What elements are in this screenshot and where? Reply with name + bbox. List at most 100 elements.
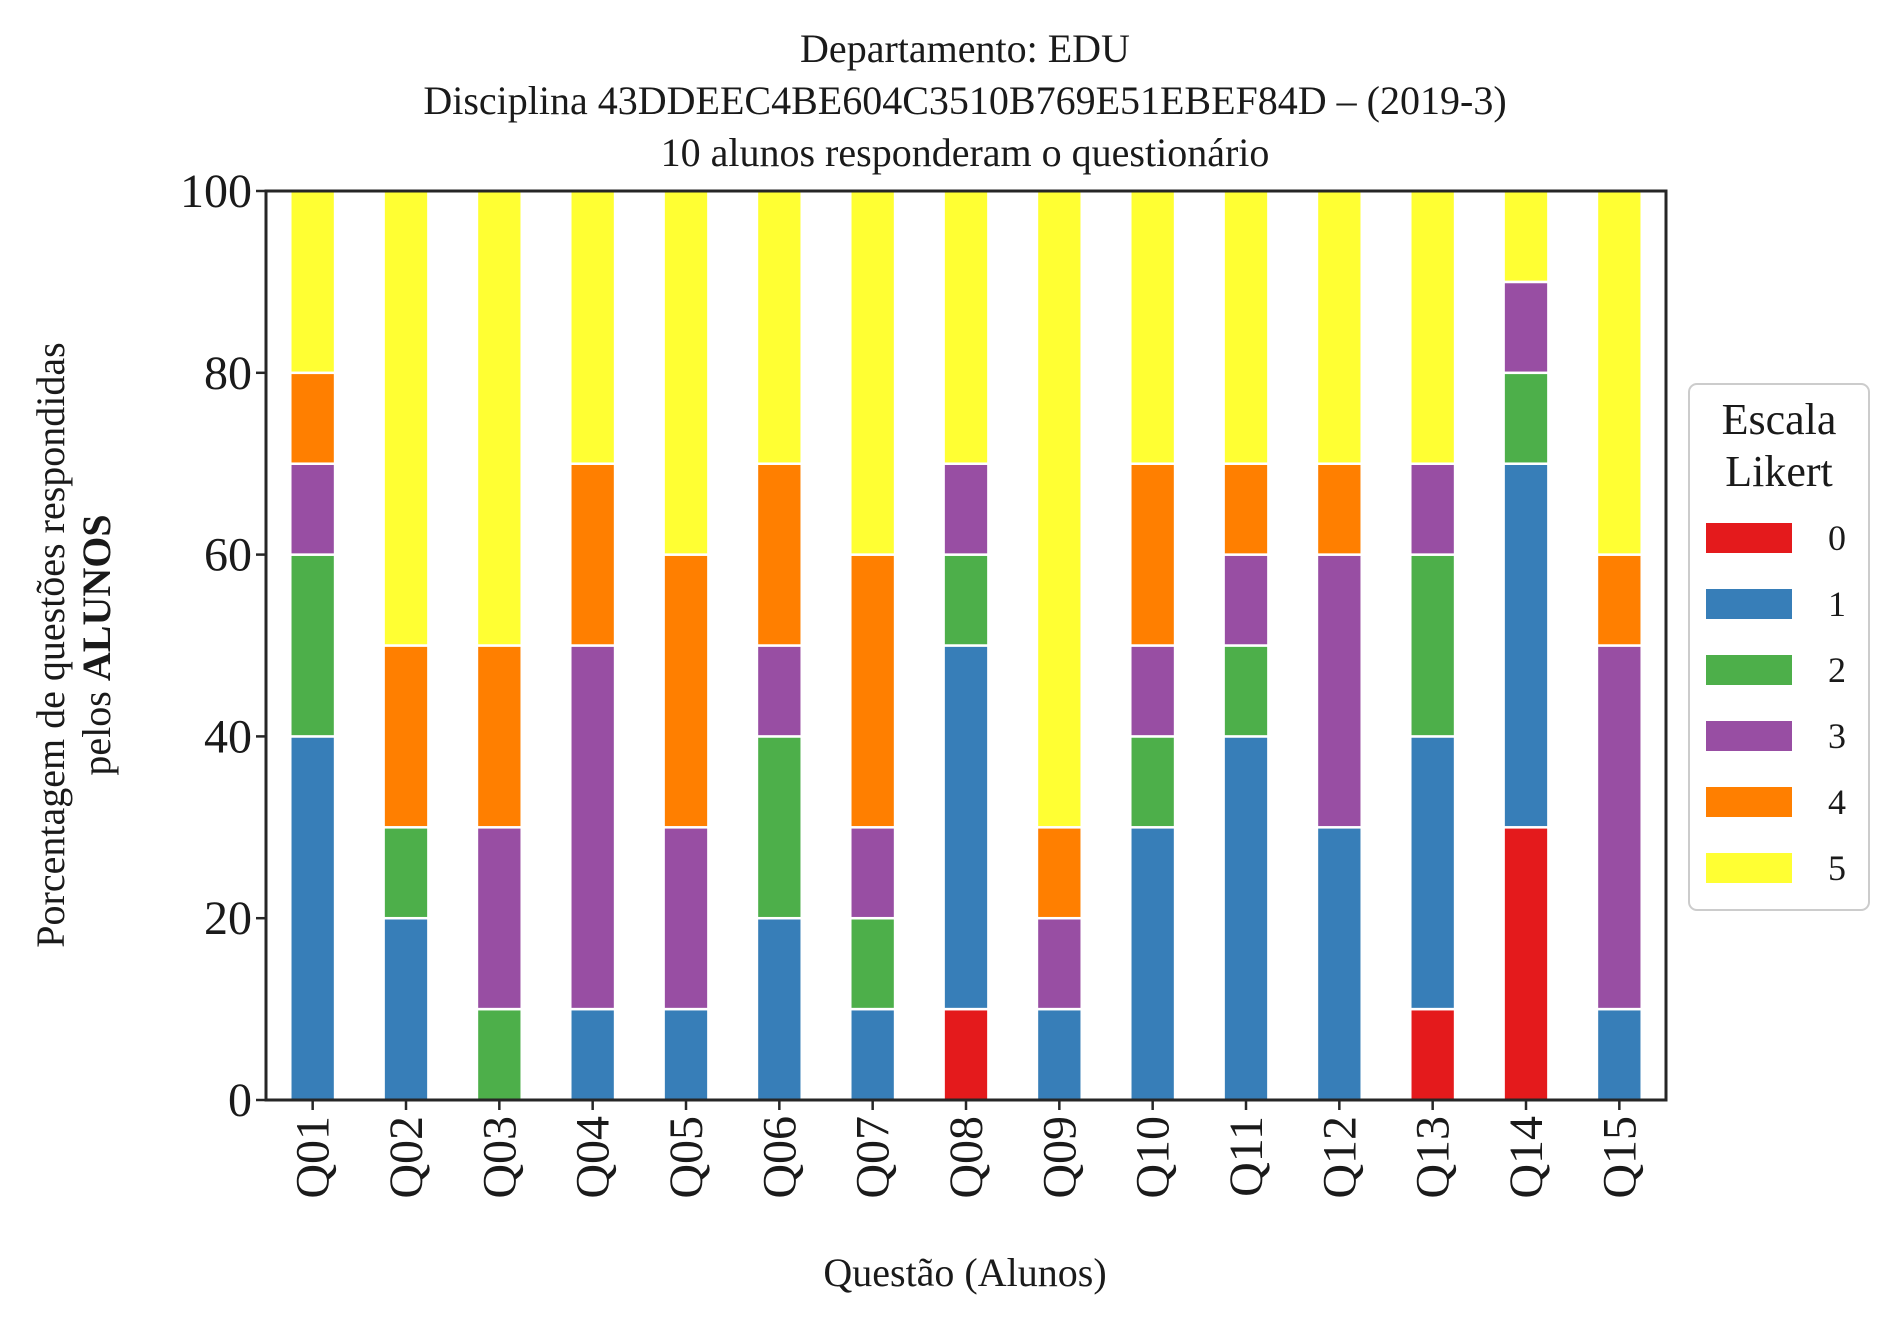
x-axis-label: Questão (Alunos) [823,1250,1106,1295]
legend-items: 0 1 2 3 4 5 [1706,518,1846,888]
x-tick-label-q07: Q07 [847,1116,900,1199]
y-tick-label: 0 [228,1074,252,1127]
bar-segment-q01-likert-4 [289,371,337,465]
bar-segment-q11-likert-3 [1222,553,1270,647]
y-axis-ticks: 0 20 40 60 80 100 [180,165,266,1127]
bar-segment-q11-likert-1 [1222,735,1270,1102]
bar-segment-q13-likert-2 [1409,553,1457,738]
bar-segment-q15-likert-5 [1595,189,1643,556]
bar-segment-q07-likert-2 [849,916,897,1011]
bar-segment-q02-likert-1 [382,916,430,1102]
bar-segment-q08-likert-2 [942,553,990,647]
legend-box [1688,383,1870,911]
x-tick-label-q11: Q11 [1220,1116,1273,1197]
y-axis-label-line-1: Porcentagem de questões respondidas [28,342,73,947]
x-tick-label-q01: Q01 [287,1116,340,1199]
y-tick-label: 60 [204,529,252,582]
bar-segment-q02-likert-2 [382,826,430,920]
legend-title-line-2: Likert [1725,447,1833,496]
x-tick-label-q08: Q08 [940,1116,993,1199]
x-tick-label-q15: Q15 [1593,1116,1646,1199]
bar-segment-q08-likert-3 [942,462,990,556]
bar-segment-q11-likert-2 [1222,644,1270,738]
legend-swatch-1 [1706,589,1792,619]
bar-segment-q03-likert-3 [475,826,523,1011]
x-tick-label-q12: Q12 [1313,1116,1366,1199]
bar-segment-q14-likert-2 [1502,371,1550,465]
x-tick-label-q10: Q10 [1127,1116,1180,1199]
bar-segment-q10-likert-2 [1129,735,1177,829]
bar-segment-q07-likert-5 [849,189,897,556]
bar-segment-q04-likert-4 [569,462,617,647]
bar-segment-q05-likert-4 [662,553,710,829]
bar-segment-q15-likert-1 [1595,1007,1643,1102]
bar-segment-q12-likert-3 [1315,553,1363,829]
legend-swatch-5 [1706,853,1792,883]
bar-segment-q05-likert-5 [662,189,710,556]
legend-title-line-1: Escala [1722,395,1837,444]
x-tick-label-q04: Q04 [567,1116,620,1199]
bar-segment-q02-likert-5 [382,189,430,647]
bar-segment-q03-likert-2 [475,1007,523,1102]
y-axis-label: Porcentagem de questões respondidas pelo… [28,342,119,947]
bar-segment-q06-likert-3 [755,644,803,738]
x-tick-label-q06: Q06 [753,1116,806,1199]
bar-segment-q11-likert-4 [1222,462,1270,556]
bar-segment-q14-likert-1 [1502,462,1550,829]
legend-label-5: 5 [1828,848,1846,888]
x-tick-label-q09: Q09 [1033,1116,1086,1199]
bar-segment-q10-likert-3 [1129,644,1177,738]
bar-segment-q07-likert-3 [849,826,897,920]
legend-label-3: 3 [1828,716,1846,756]
legend-swatch-2 [1706,655,1792,685]
bar-segment-q04-likert-3 [569,644,617,1011]
bar-segment-q01-likert-5 [289,189,337,375]
title-line-2: Disciplina 43DDEEC4BE604C3510B769E51EBEF… [423,78,1506,123]
legend-swatch-3 [1706,721,1792,751]
bar-segment-q07-likert-4 [849,553,897,829]
bar-segment-q06-likert-5 [755,189,803,465]
x-tick-label-q03: Q03 [473,1116,526,1199]
legend: Escala Likert 0 1 2 3 4 5 [1688,383,1870,911]
bar-segment-q01-likert-2 [289,553,337,738]
bar-segment-q02-likert-4 [382,644,430,829]
bar-segment-q12-likert-5 [1315,189,1363,465]
x-tick-label-q02: Q02 [380,1116,433,1199]
bar-segment-q06-likert-4 [755,462,803,647]
title-line-3: 10 alunos responderam o questionário [661,130,1270,175]
bar-segment-q15-likert-3 [1595,644,1643,1011]
bar-segment-q13-likert-1 [1409,735,1457,1011]
legend-swatch-4 [1706,787,1792,817]
bar-segment-q14-likert-0 [1502,826,1550,1102]
bars-group [289,189,1643,1102]
bar-segment-q08-likert-5 [942,189,990,465]
bar-segment-q09-likert-1 [1035,1007,1083,1102]
legend-label-4: 4 [1828,782,1846,822]
bar-segment-q08-likert-0 [942,1007,990,1102]
bar-segment-q14-likert-5 [1502,189,1550,284]
bar-segment-q14-likert-3 [1502,280,1550,375]
bar-segment-q06-likert-2 [755,735,803,920]
bar-segment-q01-likert-3 [289,462,337,556]
bar-segment-q11-likert-5 [1222,189,1270,465]
y-axis-label-line-2: pelos ALUNOS [74,514,119,775]
bar-segment-q04-likert-5 [569,189,617,465]
bar-segment-q09-likert-4 [1035,826,1083,920]
bar-segment-q12-likert-1 [1315,826,1363,1102]
x-tick-label-q05: Q05 [660,1116,713,1199]
bar-segment-q03-likert-4 [475,644,523,829]
bar-segment-q09-likert-5 [1035,189,1083,829]
y-tick-label: 40 [204,710,252,763]
bar-segment-q01-likert-1 [289,735,337,1102]
y-tick-label: 20 [204,892,252,945]
y-tick-label: 100 [180,165,252,218]
bar-segment-q07-likert-1 [849,1007,897,1102]
chart-title: Departamento: EDU Disciplina 43DDEEC4BE6… [423,26,1506,175]
bar-segment-q08-likert-1 [942,644,990,1011]
bar-segment-q06-likert-1 [755,916,803,1102]
legend-label-1: 1 [1828,584,1846,624]
bar-segment-q15-likert-4 [1595,553,1643,647]
bar-segment-q09-likert-3 [1035,916,1083,1011]
title-line-1: Departamento: EDU [800,26,1130,71]
bar-segment-q10-likert-4 [1129,462,1177,647]
